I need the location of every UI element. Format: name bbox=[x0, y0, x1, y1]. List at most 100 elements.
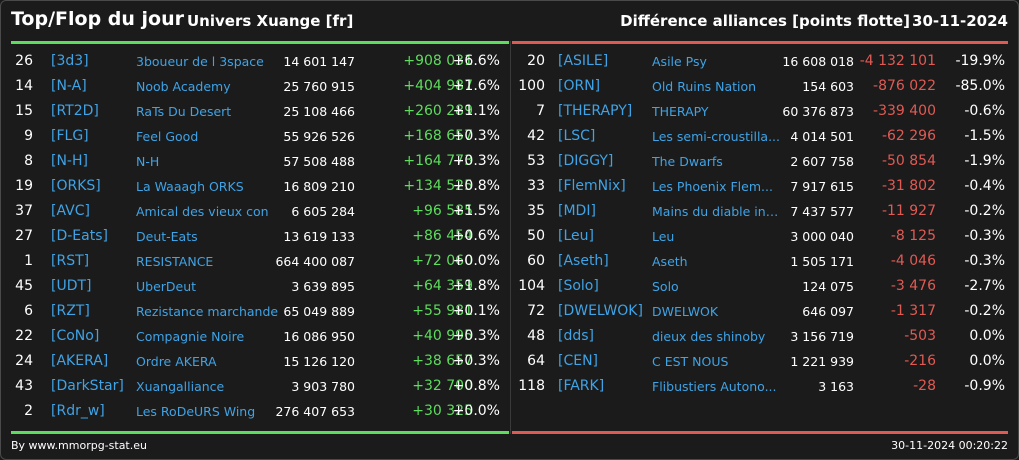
alliance-rank: 42 bbox=[527, 128, 545, 144]
alliance-name-link[interactable]: Aseth bbox=[652, 254, 688, 269]
alliance-name-link[interactable]: Noob Academy bbox=[136, 79, 231, 94]
flop-row: 53 [DIGGY] The Dwarfs 2 607 758 -50 854 -1.9% bbox=[512, 149, 1008, 174]
alliance-tag-link[interactable]: [RST] bbox=[51, 253, 90, 269]
alliance-name-link[interactable]: Les Phoenix Flem... bbox=[652, 179, 773, 194]
alliance-tag-link[interactable]: [3d3] bbox=[51, 53, 89, 69]
alliance-name-link[interactable]: Mains du diable inco... bbox=[652, 204, 780, 219]
alliance-rank: 24 bbox=[15, 353, 33, 369]
alliance-tag-link[interactable]: [THERAPY] bbox=[558, 103, 633, 119]
alliance-score: 3 156 719 bbox=[790, 329, 854, 344]
flop-row: 104 [Solo] Solo 124 075 -3 476 -2.7% bbox=[512, 274, 1008, 299]
top-row: 27 [D-Eats] Deut-Eats 13 619 133 +86 454 +0.6… bbox=[11, 224, 509, 249]
score-difference: +260 289 bbox=[403, 103, 473, 119]
alliance-tag-link[interactable]: [ASILE] bbox=[558, 53, 609, 69]
score-difference: +30 325 bbox=[412, 403, 473, 419]
flop-row: 35 [MDI] Mains du diable inco... 7 437 577 -… bbox=[512, 199, 1008, 224]
alliance-name-link[interactable]: 3boueur de l 3space bbox=[136, 54, 264, 69]
score-difference: +64 359 bbox=[412, 278, 473, 294]
alliance-name-link[interactable]: Les RoDeURS Wing bbox=[136, 404, 256, 419]
alliance-name-link[interactable]: The Dwarfs bbox=[652, 154, 723, 169]
alliance-rank: 33 bbox=[527, 178, 545, 194]
alliance-tag-link[interactable]: [DarkStar] bbox=[51, 378, 124, 394]
score-difference: +168 657 bbox=[403, 128, 473, 144]
score-difference: +72 060 bbox=[412, 253, 473, 269]
alliance-name-link[interactable]: Compagnie Noire bbox=[136, 329, 245, 344]
score-difference: +55 981 bbox=[412, 303, 473, 319]
alliance-rank: 50 bbox=[527, 228, 545, 244]
alliance-name-link[interactable]: Feel Good bbox=[136, 129, 199, 144]
percent-change: +0.3% bbox=[452, 353, 500, 369]
alliance-tag-link[interactable]: [Solo] bbox=[558, 278, 599, 294]
alliance-rank: 53 bbox=[527, 153, 545, 169]
alliance-name-link[interactable]: THERAPY bbox=[652, 104, 709, 119]
percent-change: +0.6% bbox=[452, 228, 500, 244]
alliance-score: 3 000 040 bbox=[790, 229, 854, 244]
top-divider-bottom bbox=[11, 431, 509, 434]
alliance-rank: 22 bbox=[15, 328, 33, 344]
percent-change: -19.9% bbox=[955, 53, 1005, 69]
score-difference: -4 046 bbox=[890, 253, 936, 269]
alliance-tag-link[interactable]: [Rdr_w] bbox=[51, 403, 105, 419]
alliance-tag-link[interactable]: [AKERA] bbox=[51, 353, 109, 369]
header: Top/Flop du jour Univers Xuange [fr] Dif… bbox=[1, 1, 1018, 41]
score-difference: +86 454 bbox=[412, 228, 473, 244]
alliance-name-link[interactable]: RaTs Du Desert bbox=[136, 104, 232, 119]
alliance-tag-link[interactable]: [ORN] bbox=[558, 78, 601, 94]
flop-row: 48 [dds] dieux des shinoby 3 156 719 -503 0.0… bbox=[512, 324, 1008, 349]
percent-change: +0.8% bbox=[452, 378, 500, 394]
alliance-name-link[interactable]: Xuangalliance bbox=[136, 379, 225, 394]
alliance-tag-link[interactable]: [Leu] bbox=[558, 228, 594, 244]
alliance-name-link[interactable]: DWELWOK bbox=[652, 304, 719, 319]
alliance-tag-link[interactable]: [ORKS] bbox=[51, 178, 101, 194]
top-row: 15 [RT2D] RaTs Du Desert 25 108 466 +260 289… bbox=[11, 99, 509, 124]
alliance-tag-link[interactable]: [LSC] bbox=[558, 128, 596, 144]
alliance-name-link[interactable]: Rezistance marchande bbox=[136, 304, 279, 319]
alliance-name-link[interactable]: C EST NOUS bbox=[652, 354, 729, 369]
percent-change: +1.8% bbox=[452, 278, 500, 294]
score-difference: -11 927 bbox=[881, 203, 936, 219]
alliance-name-link[interactable]: UberDeut bbox=[136, 279, 197, 294]
alliance-tag-link[interactable]: [DIGGY] bbox=[558, 153, 614, 169]
top-row: 14 [N-A] Noob Academy 25 760 915 +404 987 +1.… bbox=[11, 74, 509, 99]
alliance-score: 16 809 210 bbox=[283, 179, 355, 194]
alliance-name-link[interactable]: Solo bbox=[652, 279, 679, 294]
score-difference: +40 995 bbox=[412, 328, 473, 344]
alliance-name-link[interactable]: N-H bbox=[136, 154, 160, 169]
alliance-name-link[interactable]: Amical des vieux con bbox=[136, 204, 269, 219]
alliance-tag-link[interactable]: [MDI] bbox=[558, 203, 596, 219]
score-difference: -50 854 bbox=[881, 153, 936, 169]
alliance-name-link[interactable]: Asile Psy bbox=[652, 54, 707, 69]
alliance-score: 646 097 bbox=[802, 304, 854, 319]
alliance-tag-link[interactable]: [dds] bbox=[558, 328, 594, 344]
alliance-tag-link[interactable]: [RT2D] bbox=[51, 103, 99, 119]
alliance-name-link[interactable]: La Waaagh ORKS bbox=[136, 179, 244, 194]
alliance-name-link[interactable]: Ordre AKERA bbox=[136, 354, 217, 369]
alliance-tag-link[interactable]: [AVC] bbox=[51, 203, 90, 219]
alliance-tag-link[interactable]: [N-A] bbox=[51, 78, 87, 94]
alliance-name-link[interactable]: RESISTANCE bbox=[136, 254, 214, 269]
alliance-tag-link[interactable]: [FlemNix] bbox=[558, 178, 626, 194]
alliance-name-link[interactable]: Old Ruins Nation bbox=[652, 79, 757, 94]
alliance-tag-link[interactable]: [Aseth] bbox=[558, 253, 609, 269]
alliance-tag-link[interactable]: [UDT] bbox=[51, 278, 92, 294]
percent-change: -0.9% bbox=[964, 378, 1005, 394]
alliance-score: 14 601 147 bbox=[283, 54, 355, 69]
alliance-name-link[interactable]: Flibustiers Autono... bbox=[652, 379, 777, 394]
alliance-tag-link[interactable]: [N-H] bbox=[51, 153, 88, 169]
alliance-name-link[interactable]: Deut-Eats bbox=[136, 229, 198, 244]
alliance-name-link[interactable]: Les semi-croustilla... bbox=[652, 129, 780, 144]
alliance-name-link[interactable]: Leu bbox=[652, 229, 675, 244]
alliance-tag-link[interactable]: [D-Eats] bbox=[51, 228, 108, 244]
alliance-tag-link[interactable]: [FARK] bbox=[558, 378, 605, 394]
alliance-rank: 48 bbox=[527, 328, 545, 344]
alliance-tag-link[interactable]: [CoNo] bbox=[51, 328, 100, 344]
alliance-name-link[interactable]: dieux des shinoby bbox=[652, 329, 766, 344]
alliance-tag-link[interactable]: [FLG] bbox=[51, 128, 89, 144]
score-difference: +908 031 bbox=[403, 53, 473, 69]
alliance-tag-link[interactable]: [DWELWOK] bbox=[558, 303, 643, 319]
alliance-tag-link[interactable]: [RZT] bbox=[51, 303, 90, 319]
score-difference: -503 bbox=[904, 328, 936, 344]
flop-list: 20 [ASILE] Asile Psy 16 608 018 -4 132 101 -1… bbox=[512, 49, 1008, 399]
alliance-tag-link[interactable]: [CEN] bbox=[558, 353, 599, 369]
score-difference: -4 132 101 bbox=[859, 53, 936, 69]
